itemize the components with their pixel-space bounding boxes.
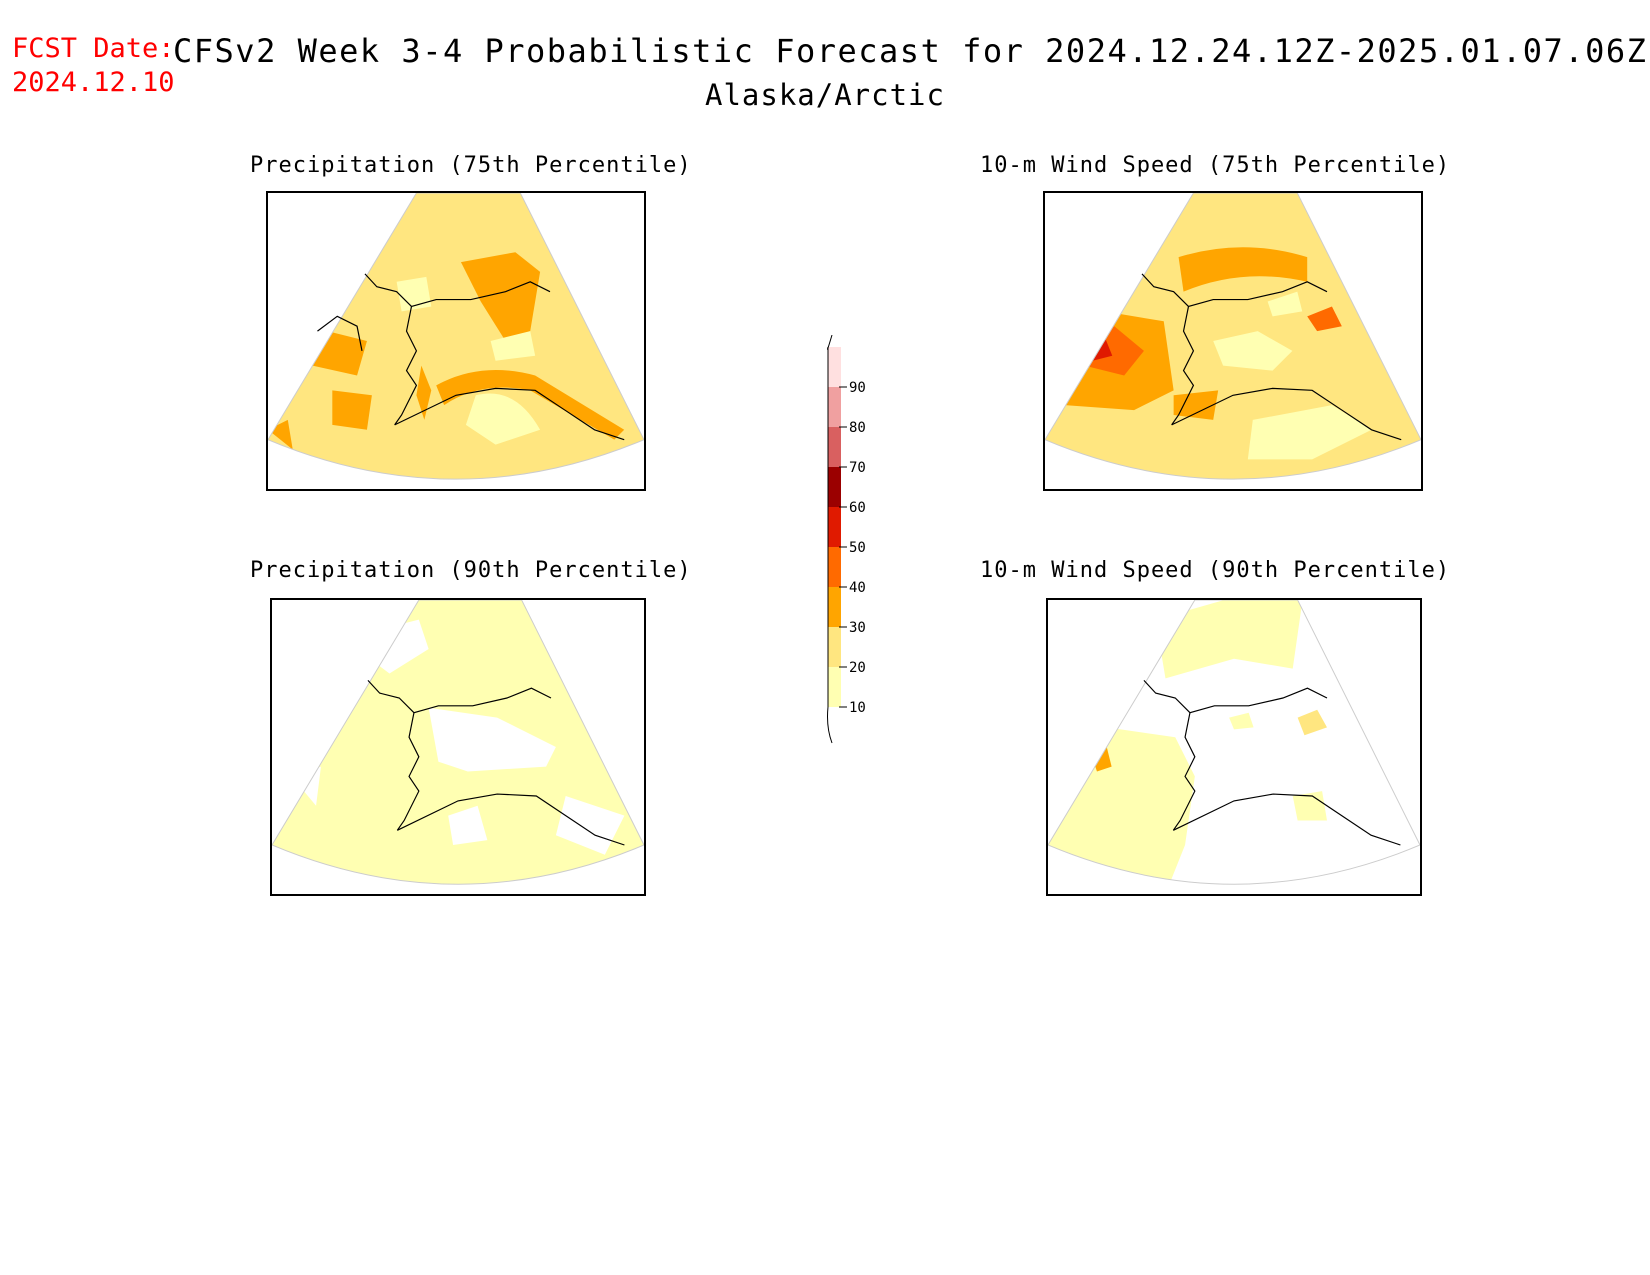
wind75-coastline-north [1141,273,1328,308]
precip75-area-central [416,365,432,420]
panel-title-wind-75: 10-m Wind Speed (75th Percentile) [980,153,1451,178]
colorbar-bin-80 [828,387,841,427]
wind90-light-north [1155,600,1303,679]
map-precip-75-plot [268,193,644,480]
colorbar-label-90: 90 [849,380,866,396]
wind90-orange-west [1092,747,1112,772]
colorbar-label-70: 70 [849,460,866,476]
region-subtitle: Alaska/Arctic [705,78,945,112]
precip75-light-south [465,393,541,445]
colorbar-svg: 10 20 30 40 50 60 70 80 90 [827,334,866,744]
colorbar-label-80: 80 [849,420,866,436]
wind75-light-south [1247,405,1372,460]
map-precip-90-plot [272,600,644,885]
precip90-coastline-west [396,712,420,831]
wind75-area-south [1173,390,1219,420]
colorbar-label-10: 10 [849,700,866,716]
precip75-area-north [460,252,541,341]
precip75-base-20 [268,193,644,480]
colorbar-label-30: 30 [849,620,866,636]
precip75-area-coast [436,369,625,440]
precip75-sector-edge [268,193,644,480]
map-precip-90 [270,598,646,896]
wind75-coastline-west [1171,306,1195,426]
colorbar-label-40: 40 [849,580,866,596]
wind90-coastline-west [1172,712,1196,831]
colorbar-bin-50 [828,507,841,547]
map-wind-75-plot [1045,193,1421,480]
panel-title-precip-75: Precipitation (75th Percentile) [250,153,692,178]
precip90-coastline-south [397,793,625,846]
precip90-white-se [555,796,625,855]
colorbar-label-20: 20 [849,660,866,676]
wind90-sector-edge [1048,600,1420,885]
colorbar-bin-90 [828,347,841,387]
wind90-light-interior [1229,712,1254,730]
wind90-light-west [1048,727,1195,885]
precip75-coastline-west [394,306,418,426]
precip90-white-south [448,805,488,845]
colorbar-label-60: 60 [849,500,866,516]
colorbar-bin-10 [828,667,841,707]
colorbar-bin-60 [828,467,841,507]
colorbar-outline [827,334,833,744]
map-precip-75 [266,191,646,491]
map-wind-90-plot [1048,600,1420,885]
precip90-white-interior [428,707,556,772]
wind90-yellow-east [1297,709,1327,736]
precip90-sector-edge [272,600,644,885]
panel-title-wind-90: 10-m Wind Speed (90th Percentile) [980,558,1451,583]
colorbar-bin-70 [828,427,841,467]
forecast-date-label: FCST Date: [12,33,175,64]
precip90-coastline-north [367,679,552,714]
wind90-coastline-south [1173,793,1401,846]
wind75-coastline-south [1171,387,1402,441]
wind75-area-north [1178,247,1308,292]
map-wind-90 [1046,598,1422,896]
panel-title-precip-90: Precipitation (90th Percentile) [250,558,692,583]
precip75-coastline-south [394,387,625,441]
page-title: CFSv2 Week 3-4 Probabilistic Forecast fo… [173,32,1648,70]
wind75-light-ne [1267,291,1303,317]
forecast-date-value: 2024.12.10 [12,67,175,98]
colorbar: 10 20 30 40 50 60 70 80 90 [820,334,940,745]
colorbar-bin-30 [828,587,841,627]
wind75-light-interior [1213,331,1293,371]
wind75-area-east [1307,306,1342,332]
precip75-light-interior [490,331,536,361]
map-wind-75 [1043,191,1423,491]
wind75-sector-edge [1045,193,1421,480]
precip75-area-sw [332,390,372,430]
colorbar-bin-40 [828,547,841,587]
colorbar-bin-20 [828,627,841,667]
wind90-coastline-north [1143,679,1328,714]
precip75-coastline-chukotka [317,315,363,351]
colorbar-label-50: 50 [849,540,866,556]
precip75-coastline-north [364,273,551,308]
wind90-light-se [1292,791,1327,821]
